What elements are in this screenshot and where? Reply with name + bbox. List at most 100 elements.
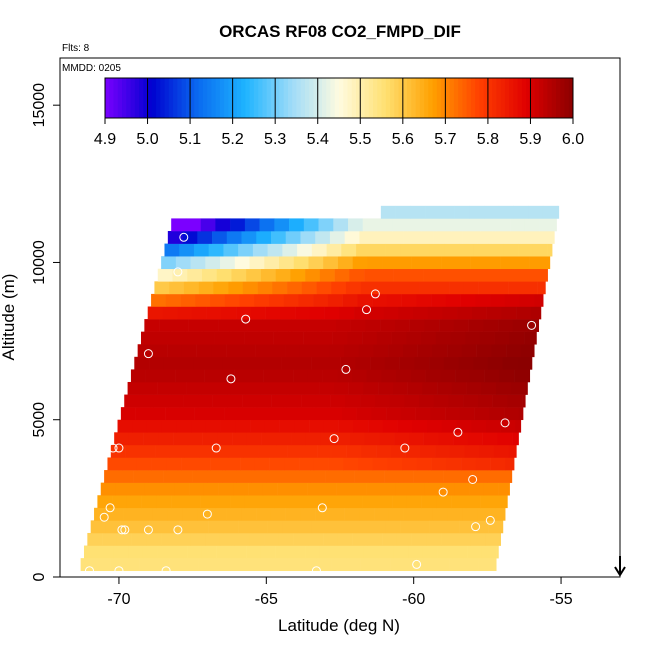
heatmap-cell <box>451 381 467 395</box>
heatmap-cell <box>516 306 532 320</box>
heatmap-cell <box>231 545 247 559</box>
heatmap-cell <box>125 444 141 458</box>
heatmap-cell <box>301 394 317 408</box>
colorbar-segment <box>109 78 115 118</box>
colorbar-segment <box>130 78 136 118</box>
heatmap-cell <box>364 268 380 282</box>
heatmap-cell <box>427 306 443 320</box>
heatmap-cell <box>375 558 391 572</box>
heatmap-cell <box>154 558 170 572</box>
heatmap-cell <box>337 256 354 270</box>
colorbar-segment <box>411 78 417 118</box>
sample-point <box>485 515 495 525</box>
heatmap-cell <box>310 470 326 483</box>
heatmap-cell <box>293 256 309 270</box>
colorbar-segment <box>258 78 263 118</box>
heatmap-cell <box>542 205 558 219</box>
heatmap-cell <box>232 319 248 332</box>
heatmap-cell <box>195 457 211 471</box>
heatmap-cell <box>357 293 373 307</box>
heatmap-cell <box>403 507 419 521</box>
x-tick-label: -70 <box>107 591 130 608</box>
heatmap-cell <box>118 470 134 483</box>
sample-point <box>412 559 422 569</box>
heatmap-cell <box>412 419 428 433</box>
heatmap-cell <box>491 507 506 521</box>
heatmap-cell <box>113 545 129 559</box>
colorbar-segment <box>458 78 463 118</box>
heatmap-cell <box>393 545 409 559</box>
colorbar-segment <box>415 78 421 118</box>
heatmap-cell <box>274 218 290 232</box>
heatmap-cell <box>148 470 164 483</box>
heatmap-cell <box>390 281 406 295</box>
heatmap-cell <box>308 532 324 546</box>
colorbar-segment <box>475 78 480 118</box>
heatmap-cell <box>178 356 194 370</box>
heatmap-cell <box>328 457 344 471</box>
heatmap-cell <box>504 293 520 307</box>
y-tick-label: 5000 <box>31 402 48 438</box>
colorbar-segment <box>547 78 553 118</box>
heatmap-cell <box>90 520 106 534</box>
heatmap-cell <box>396 532 412 546</box>
heatmap-cell <box>163 356 179 370</box>
heatmap-cell <box>473 356 489 370</box>
heatmap-cell <box>197 507 213 521</box>
heatmap-cell <box>455 532 471 546</box>
heatmap-cell <box>318 495 334 509</box>
colorbar-segment <box>364 78 370 118</box>
heatmap-cell <box>441 419 457 433</box>
heatmap-cell <box>130 369 146 383</box>
heatmap-cell <box>447 344 463 358</box>
heatmap-cell <box>400 407 416 421</box>
heatmap-cell <box>315 394 331 408</box>
heatmap-cell <box>280 470 296 483</box>
heatmap-cell <box>392 495 408 509</box>
heatmap-cell <box>458 356 474 370</box>
heatmap-cell <box>325 356 341 370</box>
heatmap-cell <box>444 520 460 534</box>
heatmap-cell <box>145 369 161 383</box>
heatmap-cell <box>343 457 359 471</box>
heatmap-cell <box>151 457 167 471</box>
heatmap-cell <box>338 419 354 433</box>
heatmap-cell <box>252 243 268 257</box>
colorbar-segment <box>287 78 293 118</box>
heatmap-cell <box>482 432 498 446</box>
heatmap-cell <box>468 319 484 332</box>
colorbar-segment <box>202 78 208 118</box>
heatmap-cell <box>316 281 332 295</box>
y-axis-label: Altitude (m) <box>0 274 18 361</box>
heatmap-cell <box>233 482 249 496</box>
heatmap-cell <box>290 545 306 559</box>
heatmap-cell <box>290 268 306 282</box>
heatmap-cell <box>498 482 510 496</box>
heatmap-cell <box>443 356 459 370</box>
heatmap-cell <box>297 407 313 421</box>
heatmap-cell <box>222 470 238 483</box>
heatmap-cell <box>389 394 405 408</box>
heatmap-cell <box>461 344 477 358</box>
heatmap-cell <box>502 470 513 483</box>
heatmap-cell <box>312 407 328 421</box>
heatmap-cell <box>517 356 533 370</box>
colorbar-segment <box>351 78 357 118</box>
heatmap-cell <box>152 507 169 521</box>
colorbar-segment <box>207 78 212 118</box>
heatmap-cell <box>372 457 388 471</box>
heatmap-cell <box>218 319 234 332</box>
heatmap-cell <box>187 268 203 282</box>
heatmap-cell <box>176 419 192 433</box>
heatmap-cell <box>200 218 216 232</box>
heatmap-cell <box>181 457 197 471</box>
heatmap-cell <box>138 394 155 408</box>
heatmap-cell <box>155 444 171 458</box>
colorbar-segment <box>185 78 191 118</box>
date-label: MMDD: 0205 <box>62 63 121 74</box>
heatmap-cell <box>265 306 281 320</box>
colorbar-segment <box>517 78 523 118</box>
colorbar-segment <box>241 78 246 118</box>
heatmap-cell <box>167 507 183 521</box>
colorbar-segment <box>509 78 514 118</box>
